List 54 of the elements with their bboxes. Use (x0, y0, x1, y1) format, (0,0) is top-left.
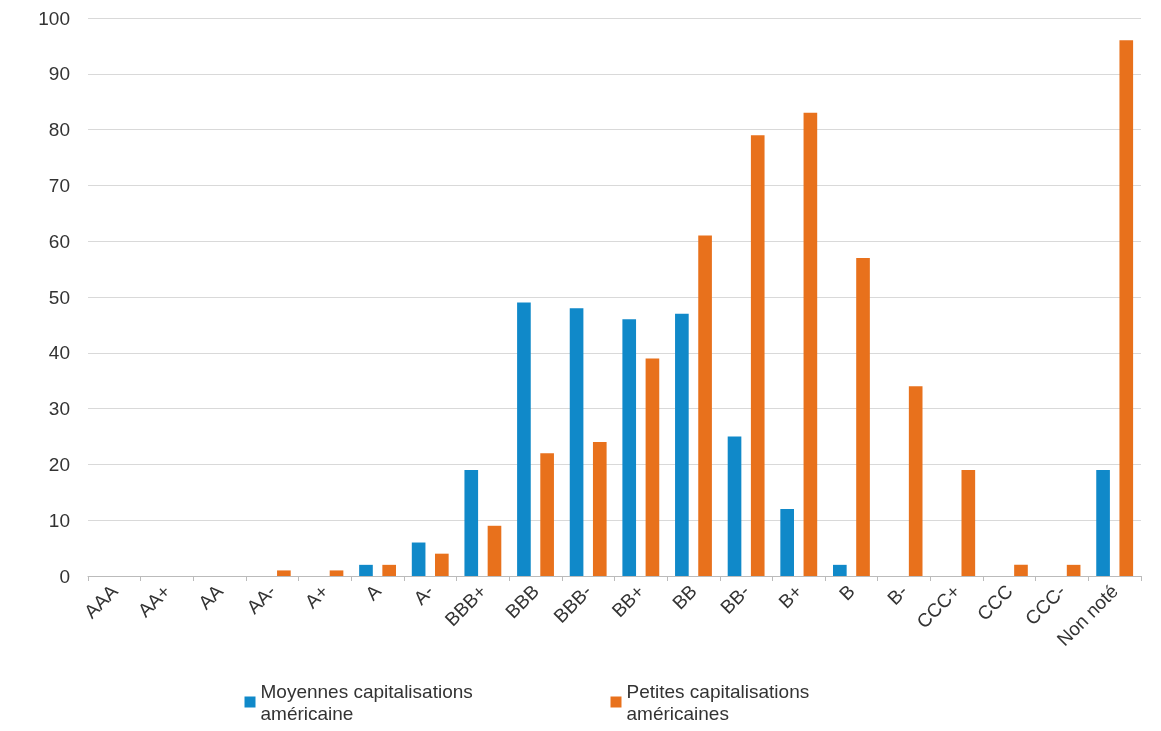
y-tick-label: 20 (48, 453, 70, 475)
x-tick-label: AA+ (133, 580, 175, 622)
legend-label: Petites capitalisations américaines (626, 680, 815, 724)
x-tick-label: B- (883, 580, 912, 609)
bar (961, 469, 976, 576)
y-tick-label: 60 (48, 230, 70, 252)
bar (329, 570, 344, 576)
x-tick-label: AA (194, 580, 228, 614)
bar (464, 469, 479, 576)
bar (622, 319, 637, 576)
bar (592, 442, 607, 576)
bar (1096, 469, 1110, 576)
bar (277, 570, 291, 576)
bar (517, 302, 531, 576)
bar (727, 436, 742, 576)
y-tick-label: 50 (48, 286, 70, 308)
bar (803, 112, 818, 576)
x-tick-label: A- (409, 580, 438, 609)
x-tick-label: BB+ (607, 580, 649, 622)
bar (908, 386, 923, 576)
bar (435, 553, 449, 576)
x-tick-label: BB- (716, 580, 754, 618)
x-tick-label: A+ (300, 580, 333, 613)
bar (411, 542, 426, 576)
bar (780, 509, 794, 576)
bar (1014, 564, 1028, 576)
y-tick-label: 90 (48, 63, 70, 85)
bar (645, 358, 660, 576)
x-tick-label: A (361, 580, 386, 605)
bar (569, 308, 584, 576)
y-tick-label: 40 (48, 342, 70, 364)
bar (382, 564, 396, 576)
bar (698, 235, 712, 576)
y-tick-label: 80 (48, 119, 70, 141)
bar (1066, 564, 1081, 576)
x-tick-label: AA- (242, 580, 280, 618)
legend-label: Moyennes capitalisations américaine (260, 680, 479, 724)
y-tick-label: 0 (59, 565, 70, 587)
x-tick-label: BB (668, 580, 701, 614)
y-tick-label: 10 (48, 509, 70, 531)
x-tick-label: AAA (80, 580, 122, 623)
bar (540, 453, 554, 576)
x-tick-label: B+ (774, 580, 807, 613)
bar (359, 564, 373, 576)
bar (750, 135, 765, 576)
bar (675, 313, 689, 576)
y-tick-label: 100 (38, 7, 70, 29)
bar (833, 564, 847, 576)
x-tick-label: B (835, 580, 859, 605)
y-tick-label: 70 (48, 174, 70, 196)
bar (1119, 40, 1134, 576)
bar (487, 525, 502, 576)
y-tick-label: 30 (48, 398, 70, 420)
bar (856, 257, 870, 576)
